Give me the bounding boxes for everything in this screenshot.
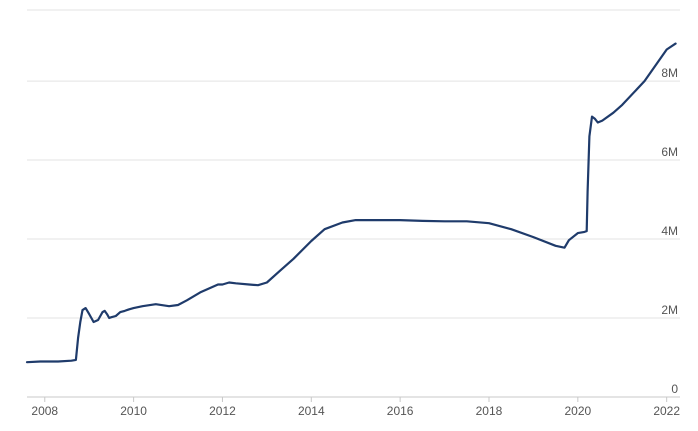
y-tick-label: 6M (661, 145, 678, 159)
y-tick-label: 0 (671, 382, 678, 396)
x-tick-label: 2014 (298, 404, 325, 418)
series-line (25, 42, 677, 364)
gridlines (27, 9, 680, 319)
x-tick-label: 2018 (476, 404, 503, 418)
x-tick-label: 2008 (31, 404, 58, 418)
x-tick-label: 2020 (564, 404, 591, 418)
x-tick-label: 2022 (653, 404, 680, 418)
y-axis-ticks: 0 2M 4M 6M 8M (661, 66, 678, 396)
y-tick-label: 2M (661, 303, 678, 317)
y-tick-label: 8M (661, 66, 678, 80)
x-axis-ticks: 2008 2010 2012 2014 2016 2018 2020 2022 (31, 397, 680, 418)
x-tick-label: 2012 (209, 404, 236, 418)
y-tick-label: 4M (661, 224, 678, 238)
x-tick-label: 2016 (387, 404, 414, 418)
x-tick-label: 2010 (120, 404, 147, 418)
